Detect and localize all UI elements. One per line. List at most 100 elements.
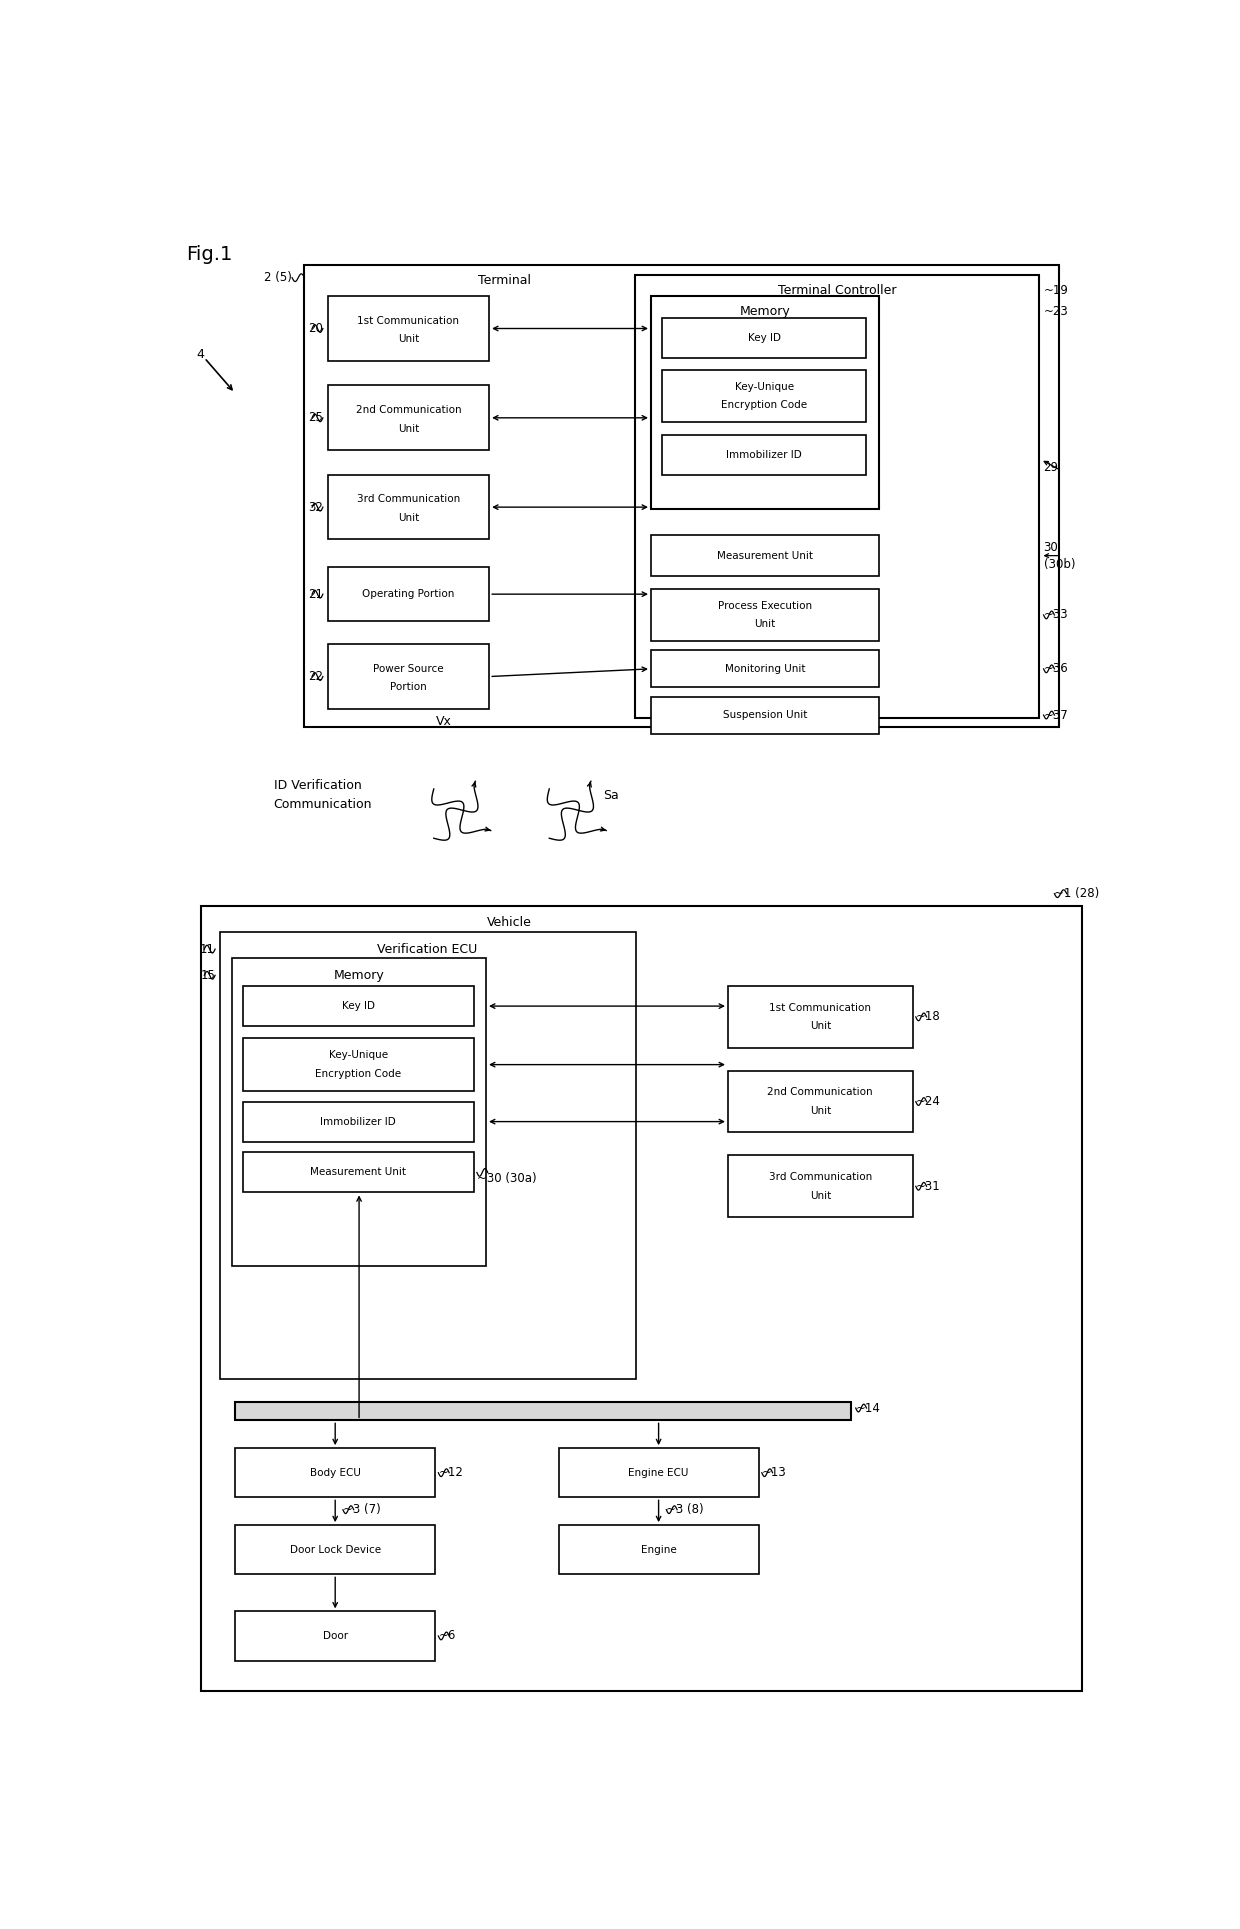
Text: 11: 11 [200, 943, 215, 955]
Text: ID Verification: ID Verification [274, 779, 361, 793]
Bar [558, 1449, 759, 1497]
Text: 15: 15 [200, 968, 215, 982]
Text: ~14: ~14 [856, 1402, 880, 1414]
Text: 3rd Communication: 3rd Communication [357, 494, 460, 505]
Text: Verification ECU: Verification ECU [377, 943, 477, 955]
Text: Engine ECU: Engine ECU [629, 1468, 688, 1478]
Bar [728, 1155, 913, 1217]
Text: Memory: Memory [739, 305, 790, 318]
Bar [219, 932, 635, 1379]
Text: Vx: Vx [436, 716, 451, 727]
Text: ~6: ~6 [439, 1630, 456, 1642]
Bar [327, 644, 490, 708]
Text: 20: 20 [308, 322, 322, 336]
Bar [236, 1611, 435, 1661]
Text: Unit: Unit [810, 1190, 831, 1200]
Bar [327, 475, 490, 540]
Text: ~31: ~31 [916, 1181, 940, 1192]
Text: Unit: Unit [810, 1020, 831, 1032]
Text: Door: Door [322, 1630, 347, 1642]
Text: Memory: Memory [334, 968, 384, 982]
Bar [651, 588, 879, 640]
Text: 22: 22 [308, 669, 322, 683]
Text: 32: 32 [308, 502, 322, 513]
Bar [651, 534, 879, 577]
Text: ~24: ~24 [916, 1096, 941, 1107]
Bar [651, 297, 879, 509]
Text: Door Lock Device: Door Lock Device [290, 1545, 381, 1555]
Text: 3rd Communication: 3rd Communication [769, 1173, 872, 1182]
Text: Key-Unique: Key-Unique [734, 382, 794, 392]
Text: (30b): (30b) [1044, 557, 1075, 571]
Text: 25: 25 [308, 411, 322, 424]
Bar [635, 274, 1039, 718]
Text: 30: 30 [1044, 542, 1059, 554]
Text: ~36: ~36 [1044, 662, 1069, 675]
Text: Measurement Unit: Measurement Unit [310, 1167, 407, 1177]
Text: Vehicle: Vehicle [487, 916, 532, 930]
Text: Process Execution: Process Execution [718, 600, 812, 611]
Text: ~3 (7): ~3 (7) [343, 1503, 381, 1516]
Text: Power Source: Power Source [373, 664, 444, 673]
Bar [728, 1071, 913, 1132]
Bar [728, 986, 913, 1047]
Text: Key ID: Key ID [342, 1001, 374, 1011]
Text: ~33: ~33 [1044, 608, 1068, 621]
Text: Key ID: Key ID [748, 332, 781, 343]
Text: 21: 21 [308, 588, 322, 600]
Text: Suspension Unit: Suspension Unit [723, 710, 807, 720]
Bar [558, 1526, 759, 1574]
Text: ~13: ~13 [761, 1466, 786, 1480]
Bar [327, 297, 490, 361]
Text: 1st Communication: 1st Communication [769, 1003, 872, 1013]
Text: Terminal: Terminal [479, 274, 531, 287]
Bar [304, 266, 1059, 727]
Text: Immobilizer ID: Immobilizer ID [727, 449, 802, 459]
Text: ~3 (8): ~3 (8) [666, 1503, 704, 1516]
Text: Unit: Unit [398, 334, 419, 343]
Text: 2nd Communication: 2nd Communication [768, 1088, 873, 1098]
Bar [651, 650, 879, 687]
Text: Encryption Code: Encryption Code [315, 1069, 402, 1078]
Text: Immobilizer ID: Immobilizer ID [320, 1117, 396, 1127]
Text: ~23: ~23 [1044, 305, 1069, 318]
Text: Monitoring Unit: Monitoring Unit [724, 664, 805, 673]
Text: Portion: Portion [389, 683, 427, 693]
Text: Unit: Unit [398, 424, 419, 434]
Text: ~12: ~12 [439, 1466, 464, 1480]
Bar [662, 434, 867, 475]
Text: 4: 4 [197, 347, 205, 361]
Text: 29: 29 [1044, 461, 1059, 475]
Text: Unit: Unit [810, 1105, 831, 1115]
Bar [236, 1402, 851, 1420]
Text: 2 (5): 2 (5) [264, 272, 293, 284]
Bar [662, 370, 867, 422]
Text: Encryption Code: Encryption Code [720, 401, 807, 411]
Text: ~19: ~19 [1044, 284, 1069, 297]
Bar [236, 1449, 435, 1497]
Text: Fig.1: Fig.1 [186, 245, 232, 264]
Text: Sa: Sa [603, 789, 619, 802]
Text: ~1 (28): ~1 (28) [1054, 887, 1100, 901]
Text: Unit: Unit [754, 619, 775, 629]
Text: ~18: ~18 [916, 1011, 940, 1024]
Bar [243, 1038, 474, 1090]
Text: Measurement Unit: Measurement Unit [717, 550, 813, 561]
Text: Key-Unique: Key-Unique [329, 1051, 388, 1061]
Bar [243, 1101, 474, 1142]
Text: 1st Communication: 1st Communication [357, 316, 459, 326]
Bar [201, 907, 1083, 1692]
Text: Terminal Controller: Terminal Controller [777, 284, 897, 297]
Bar [662, 318, 867, 357]
Text: Body ECU: Body ECU [310, 1468, 361, 1478]
Text: 2nd Communication: 2nd Communication [356, 405, 461, 415]
Text: Unit: Unit [398, 513, 419, 523]
Text: Communication: Communication [274, 799, 372, 810]
Text: Operating Portion: Operating Portion [362, 588, 455, 600]
Bar [243, 986, 474, 1026]
Bar [236, 1526, 435, 1574]
Bar [327, 567, 490, 621]
Text: Engine: Engine [641, 1545, 677, 1555]
Bar [243, 1152, 474, 1192]
Bar [232, 959, 486, 1265]
